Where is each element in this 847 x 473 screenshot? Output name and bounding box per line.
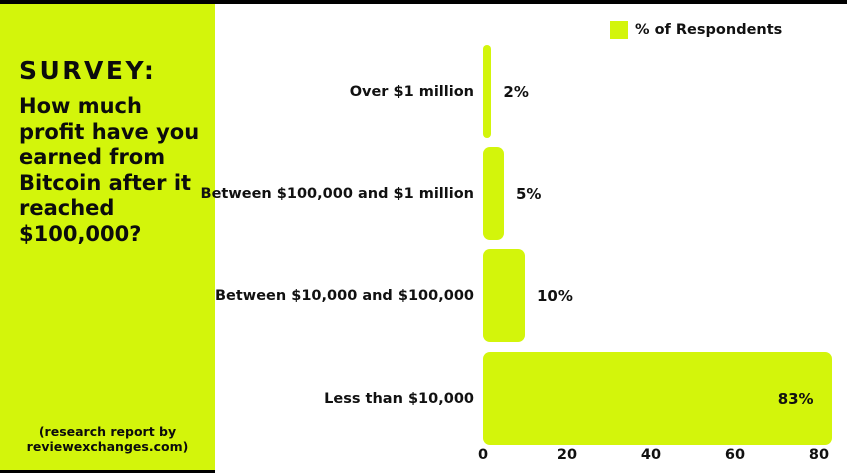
bar [483,147,504,240]
legend-swatch-icon [610,21,628,39]
x-axis-tick-label: 40 [640,447,662,463]
question-line: $100,000? [19,221,142,246]
x-axis-tick-label: 20 [556,447,578,463]
x-axis-tick-label: 0 [477,447,489,463]
question-line: profit have you [19,119,200,144]
x-axis-tick-label: 60 [724,447,746,463]
bottom-border-strip [0,470,215,473]
chart-legend: % of Respondents [610,20,782,40]
panel-title: SURVEY: [19,56,156,85]
question-line: Bitcoin after it [19,170,192,195]
panel-title-colon: : [143,56,157,85]
bar-category-label: Over $1 million [349,83,474,100]
bar-value-label: 83% [777,389,814,408]
bar [483,352,832,445]
bar-value-label: 2% [503,82,529,101]
bar-value-label: 5% [516,184,542,203]
question-line: reached [19,196,115,220]
bar-value-label: 10% [537,286,573,305]
legend-label: % of Respondents [635,22,783,38]
left-panel: SURVEY: How much profit have you earned … [0,4,215,470]
bar-category-label: Between $10,000 and $100,000 [214,287,474,304]
source-note: (research report by reviewexchanges.com) [0,424,215,454]
x-axis-tick-label: 80 [808,447,830,463]
top-border-strip [0,0,847,4]
survey-question: How much profit have you earned from Bit… [19,94,199,247]
bar-category-label: Less than $10,000 [324,390,474,407]
question-line: How much [19,94,142,118]
bar [483,45,492,138]
source-note-line: reviewexchanges.com) [26,439,189,454]
panel-title-word: SURVEY [19,56,144,85]
bar [483,249,525,342]
source-note-line: (research report by [38,424,177,439]
question-line: earned from [19,145,166,169]
bar-category-label: Between $100,000 and $1 million [200,185,474,202]
